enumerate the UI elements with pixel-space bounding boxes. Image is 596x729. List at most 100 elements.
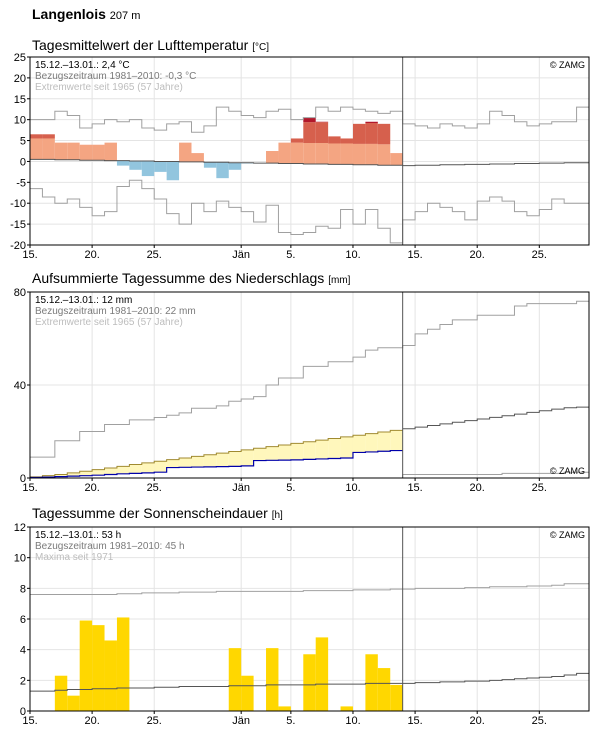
temperature-bar <box>328 143 341 165</box>
legend-entry: Bezugszeitraum 1981–2010: -0,3 °C <box>35 71 196 82</box>
y-tick-label: 0 <box>20 473 26 485</box>
temperature-bar <box>377 144 391 166</box>
temperature-bar <box>154 161 167 172</box>
sunshine-unit: [h] <box>271 510 283 521</box>
y-tick-label: -5 <box>16 177 26 189</box>
precip-deficit-bar <box>340 436 353 459</box>
x-tick-label: Jän <box>232 482 250 494</box>
sunshine-bar <box>390 684 403 711</box>
legend-entry: 15.12.–13.01.: 12 mm <box>35 295 132 306</box>
sunshine-bar <box>79 620 93 711</box>
temperature-bar <box>216 162 229 179</box>
copyright-label: © ZAMG <box>550 466 585 476</box>
precip-deficit-bar <box>365 433 378 452</box>
x-tick-label: 15. <box>22 715 37 727</box>
maxima-line <box>30 583 589 595</box>
sunshine-bar <box>315 637 329 711</box>
temperature-bar <box>42 138 55 160</box>
y-tick-label: 20 <box>14 73 26 85</box>
temperature-bar <box>303 143 316 164</box>
chart-panel-1: 0 40 80 15. 20. 25. Jän 5. 10. 15. 20. 25. 15.12.–13… <box>14 287 590 494</box>
temperature-bar <box>377 123 391 145</box>
legend-entry: Bezugszeitraum 1981–2010: 45 h <box>35 541 185 552</box>
temperature-bar <box>30 134 43 139</box>
temperature-bar <box>266 151 279 164</box>
y-tick-label: 12 <box>14 522 26 534</box>
temperature-bar <box>340 143 353 165</box>
temperature-bar <box>328 136 341 144</box>
y-tick-label: -15 <box>10 219 26 231</box>
precip-observed-line <box>30 449 403 479</box>
y-tick-label: 6 <box>20 614 26 626</box>
legend-entry: Bezugszeitraum 1981–2010: 22 mm <box>35 306 196 317</box>
temperature-bar <box>352 143 366 165</box>
y-tick-label: 0 <box>20 156 26 168</box>
station-header: Langenlois 207 m <box>32 6 140 22</box>
y-tick-label: 8 <box>20 583 26 595</box>
x-tick-label: 20. <box>84 715 99 727</box>
x-tick-label: Jän <box>232 715 250 727</box>
y-tick-label: 25 <box>14 52 26 64</box>
temperature-bar <box>315 122 329 144</box>
x-tick-label: 5. <box>286 249 295 261</box>
temperature-bar <box>179 142 192 162</box>
y-tick-label: 0 <box>20 706 26 718</box>
sunshine-bar <box>303 654 316 711</box>
x-tick-label: 15. <box>407 715 422 727</box>
temperature-bar <box>92 144 105 161</box>
x-tick-label: 25. <box>147 715 162 727</box>
sunshine-bar <box>278 706 291 711</box>
temperature-bar <box>54 142 68 160</box>
temperature-unit: [°C] <box>252 42 269 53</box>
sunshine-bar <box>266 648 279 711</box>
x-tick-label: 25. <box>532 482 547 494</box>
x-tick-label: 20. <box>470 482 485 494</box>
precip-deficit-bar <box>290 443 304 460</box>
x-tick-label: 25. <box>532 249 547 261</box>
precip-deficit-bar <box>116 466 130 474</box>
precip-deficit-bar <box>191 456 204 468</box>
temperature-bar <box>303 122 316 144</box>
precip-deficit-bar <box>253 448 267 461</box>
x-tick-label: 10. <box>345 482 360 494</box>
precip-deficit-bar <box>42 475 55 478</box>
chart-panel-0: -20 -15 -10 -5 0 5 10 15 20 25 15. 20. 25. Jän 5. 10. 15… <box>10 52 590 261</box>
precip-deficit-bar <box>228 451 242 467</box>
precip-deficit-bar <box>92 469 105 476</box>
precip-deficit-bar <box>104 468 117 475</box>
x-tick-label: 5. <box>286 715 295 727</box>
sunshine-bar <box>54 675 68 711</box>
climatology-line <box>30 429 403 478</box>
x-tick-label: 10. <box>345 249 360 261</box>
x-tick-label: 15. <box>407 249 422 261</box>
legend-entry: Maxima seit 1971 <box>35 552 114 563</box>
precip-deficit-bar <box>179 458 192 468</box>
precip-deficit-bar <box>154 461 167 473</box>
temperature-bar <box>228 162 242 170</box>
x-tick-label: 5. <box>286 482 295 494</box>
sunshine-bar <box>67 695 80 711</box>
sunshine-chart-title: Tagessumme der Sonnenscheindauer [h] <box>32 505 283 521</box>
precip-deficit-bar <box>390 430 403 451</box>
x-tick-label: 25. <box>147 482 162 494</box>
temperature-bar <box>42 134 55 139</box>
temperature-bar <box>365 143 378 165</box>
precip-deficit-bar <box>352 435 366 453</box>
sunshine-bar <box>92 625 105 711</box>
x-tick-label: 10. <box>345 715 360 727</box>
legend-entry: 15.12.–13.01.: 2,4 °C <box>35 60 130 71</box>
precip-deficit-bar <box>266 446 279 461</box>
precip-deficit-bar <box>303 441 316 460</box>
sunshine-bar <box>228 648 242 711</box>
temperature-bar <box>129 161 142 170</box>
precip-deficit-bar <box>166 459 180 468</box>
x-tick-label: 15. <box>22 249 37 261</box>
precip-deficit-bar <box>79 471 93 476</box>
temperature-bar <box>340 138 353 144</box>
precipitation-unit: [mm] <box>328 275 351 286</box>
y-tick-label: -10 <box>10 198 26 210</box>
temperature-bar <box>278 142 291 164</box>
x-tick-label: 15. <box>22 482 37 494</box>
station-name: Langenlois <box>32 6 106 22</box>
temperature-bar <box>365 121 378 124</box>
